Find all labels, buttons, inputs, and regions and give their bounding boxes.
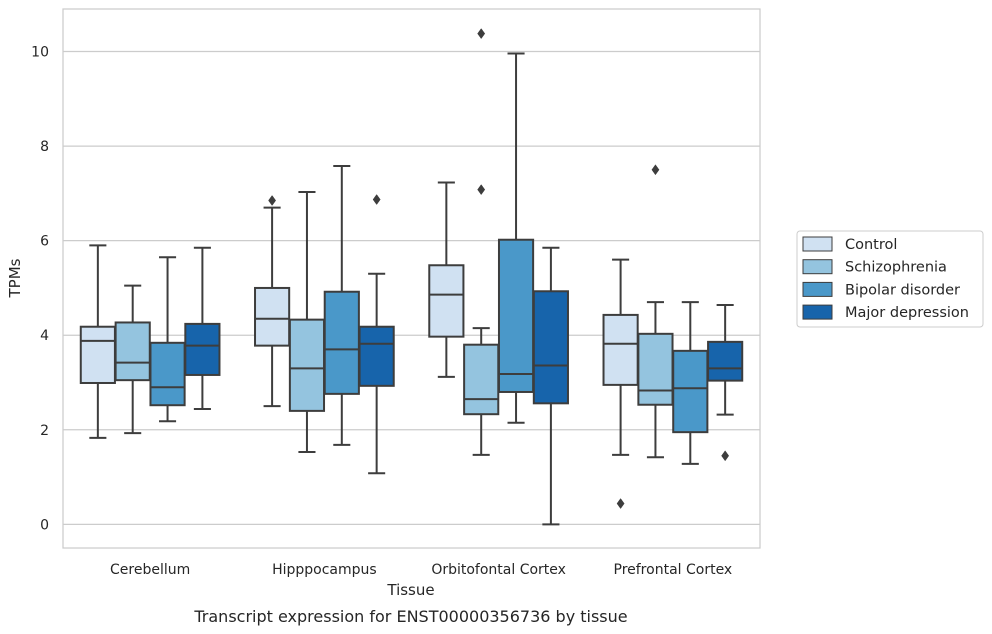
box-control [79, 244, 116, 439]
box-major-depression [532, 246, 569, 526]
box-iqr [184, 322, 221, 376]
y-tick-label: 2 [40, 423, 49, 439]
box-iqr [323, 290, 360, 395]
y-axis-label: TPMs [6, 258, 24, 298]
box-iqr [254, 286, 291, 347]
outlier-point [477, 184, 486, 196]
outlier-point [616, 498, 625, 509]
legend-swatch [802, 281, 833, 297]
box-iqr [114, 321, 151, 382]
outlier-point [372, 194, 381, 205]
box-iqr [79, 325, 116, 384]
box-iqr [707, 340, 744, 382]
x-tick-label: Hipppocampus [272, 562, 377, 578]
outlier-point [477, 28, 486, 40]
box-iqr [149, 341, 186, 407]
box-major-depression [184, 246, 221, 410]
box-major-depression [707, 303, 744, 462]
x-tick-label: Cerebellum [110, 562, 190, 578]
x-tick-label: Orbitofontal Cortex [431, 562, 566, 578]
x-tick-label: Prefrontal Cortex [614, 562, 733, 578]
box-iqr [358, 325, 395, 387]
box-iqr [428, 264, 465, 338]
legend-label: Bipolar disorder [845, 282, 960, 298]
legend-swatch [802, 304, 833, 320]
box-bipolar-disorder [672, 301, 709, 465]
box-schizophrenia [637, 164, 674, 459]
legend: Control Schizophrenia Bipolar disorder Majo… [796, 230, 984, 328]
y-tick-label: 0 [40, 517, 49, 533]
legend-label: Schizophrenia [845, 260, 947, 276]
y-tick-label: 8 [40, 139, 49, 155]
outlier-point [721, 450, 730, 462]
x-axis-label: Tissue [386, 581, 434, 599]
y-axis-ticks: 0 2 4 6 8 10 [31, 45, 49, 534]
y-tick-label: 10 [31, 45, 49, 61]
box-iqr [497, 238, 535, 393]
y-tick-label: 6 [40, 234, 49, 250]
x-axis-ticks: Cerebellum Hipppocampus Orbitofontal Corte… [110, 562, 732, 578]
box-iqr [602, 313, 639, 386]
box-control [428, 181, 465, 378]
grid-lines [63, 50, 760, 525]
box-bipolar-disorder [323, 164, 360, 446]
outlier-point [268, 195, 277, 206]
box-bipolar-disorder [497, 52, 535, 424]
box-schizophrenia [114, 284, 151, 435]
y-tick-label: 4 [40, 328, 49, 344]
box-bipolar-disorder [149, 256, 186, 423]
box-control [254, 195, 291, 408]
box-iqr [672, 349, 709, 434]
box-iqr [637, 332, 674, 406]
box-iqr [463, 343, 500, 416]
legend-swatch [802, 259, 833, 275]
box-major-depression [358, 194, 395, 475]
legend-frame [796, 230, 984, 328]
box-schizophrenia [463, 28, 500, 456]
box-control [602, 258, 639, 509]
plot-area-frame [62, 8, 761, 549]
legend-items: Control Schizophrenia Bipolar disorder Majo… [802, 236, 969, 321]
box-iqr [288, 318, 326, 412]
legend-label: Control [845, 237, 897, 253]
box-schizophrenia [288, 190, 326, 454]
boxes [79, 28, 744, 526]
legend-label: Major depression [845, 305, 969, 321]
legend-swatch [802, 236, 833, 252]
box-iqr [532, 290, 569, 405]
outlier-point [651, 164, 660, 176]
figure-caption: Transcript expression for ENST0000035673… [193, 607, 627, 626]
